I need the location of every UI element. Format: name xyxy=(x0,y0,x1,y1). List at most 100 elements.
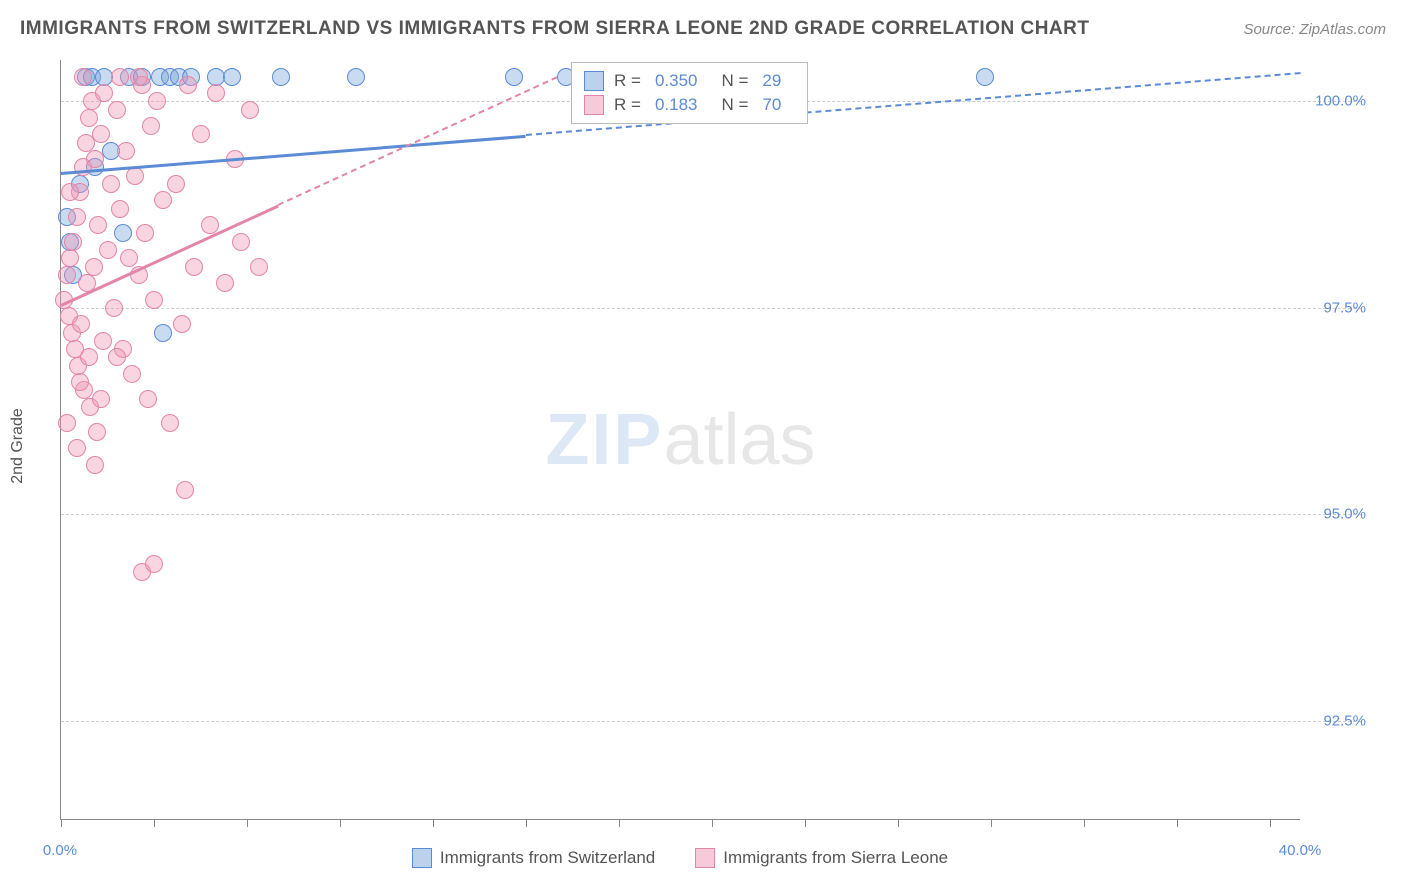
data-point xyxy=(58,266,76,284)
data-point xyxy=(86,150,104,168)
x-tick xyxy=(1084,819,1085,827)
x-tick xyxy=(898,819,899,827)
data-point xyxy=(232,233,250,251)
r-label: R = xyxy=(614,71,641,91)
x-tick xyxy=(805,819,806,827)
correlation-legend-row: R = 0.350N = 29 xyxy=(584,69,795,93)
data-point xyxy=(167,175,185,193)
x-tick xyxy=(247,819,248,827)
y-axis-label: 2nd Grade xyxy=(9,408,27,484)
series-legend: Immigrants from Switzerland Immigrants fr… xyxy=(60,848,1300,868)
gridline xyxy=(61,721,1361,722)
data-point xyxy=(111,68,129,86)
data-point xyxy=(74,68,92,86)
n-label: N = xyxy=(721,71,748,91)
data-point xyxy=(92,125,110,143)
data-point xyxy=(89,216,107,234)
data-point xyxy=(61,249,79,267)
series-legend-item: Immigrants from Sierra Leone xyxy=(695,848,948,868)
data-point xyxy=(80,348,98,366)
r-value: 0.350 xyxy=(655,71,698,91)
data-point xyxy=(123,365,141,383)
data-point xyxy=(61,183,79,201)
data-point xyxy=(94,332,112,350)
data-point xyxy=(92,390,110,408)
gridline xyxy=(61,308,1361,309)
plot-area: ZIPatlas 92.5%95.0%97.5%100.0%R = 0.350N… xyxy=(60,60,1300,820)
data-point xyxy=(216,274,234,292)
series-name: Immigrants from Sierra Leone xyxy=(723,848,948,868)
watermark-zip: ZIP xyxy=(545,400,663,480)
r-value: 0.183 xyxy=(655,95,698,115)
n-label: N = xyxy=(721,95,748,115)
legend-swatch xyxy=(695,848,715,868)
data-point xyxy=(88,423,106,441)
watermark-atlas: atlas xyxy=(663,400,815,480)
x-tick xyxy=(1177,819,1178,827)
data-point xyxy=(241,101,259,119)
data-point xyxy=(86,456,104,474)
r-label: R = xyxy=(614,95,641,115)
n-value: 70 xyxy=(762,95,781,115)
series-legend-item: Immigrants from Switzerland xyxy=(412,848,655,868)
x-tick xyxy=(526,819,527,827)
data-point xyxy=(207,84,225,102)
data-point xyxy=(117,142,135,160)
data-point xyxy=(130,68,148,86)
series-name: Immigrants from Switzerland xyxy=(440,848,655,868)
data-point xyxy=(64,233,82,251)
x-tick xyxy=(340,819,341,827)
x-tick xyxy=(1270,819,1271,827)
trendline-extrapolated xyxy=(278,77,558,207)
data-point xyxy=(95,84,113,102)
chart-title: IMMIGRANTS FROM SWITZERLAND VS IMMIGRANT… xyxy=(20,18,1089,40)
data-point xyxy=(250,258,268,276)
data-point xyxy=(142,117,160,135)
legend-swatch xyxy=(584,95,604,115)
chart-header: IMMIGRANTS FROM SWITZERLAND VS IMMIGRANT… xyxy=(20,18,1386,40)
data-point xyxy=(108,348,126,366)
data-point xyxy=(223,68,241,86)
data-point xyxy=(136,224,154,242)
data-point xyxy=(114,224,132,242)
data-point xyxy=(976,68,994,86)
data-point xyxy=(58,414,76,432)
data-point xyxy=(80,109,98,127)
x-tick xyxy=(433,819,434,827)
data-point xyxy=(120,249,138,267)
x-tick xyxy=(619,819,620,827)
data-point xyxy=(161,414,179,432)
data-point xyxy=(154,324,172,342)
data-point xyxy=(272,68,290,86)
data-point xyxy=(347,68,365,86)
data-point xyxy=(105,299,123,317)
gridline xyxy=(61,514,1361,515)
legend-swatch xyxy=(412,848,432,868)
data-point xyxy=(102,175,120,193)
data-point xyxy=(72,315,90,333)
correlation-legend: R = 0.350N = 29R = 0.183N = 70 xyxy=(571,62,808,124)
data-point xyxy=(111,200,129,218)
x-tick xyxy=(991,819,992,827)
source-attribution: Source: ZipAtlas.com xyxy=(1243,21,1386,38)
data-point xyxy=(139,390,157,408)
y-tick-label: 100.0% xyxy=(1306,93,1366,110)
data-point xyxy=(68,208,86,226)
data-point xyxy=(185,258,203,276)
data-point xyxy=(179,76,197,94)
data-point xyxy=(108,101,126,119)
y-tick-label: 92.5% xyxy=(1306,712,1366,729)
y-tick-label: 95.0% xyxy=(1306,506,1366,523)
data-point xyxy=(145,291,163,309)
data-point xyxy=(99,241,117,259)
data-point xyxy=(192,125,210,143)
data-point xyxy=(85,258,103,276)
data-point xyxy=(505,68,523,86)
x-tick xyxy=(712,819,713,827)
x-tick xyxy=(154,819,155,827)
data-point xyxy=(71,373,89,391)
y-tick-label: 97.5% xyxy=(1306,299,1366,316)
data-point xyxy=(154,191,172,209)
data-point xyxy=(176,481,194,499)
x-tick xyxy=(61,819,62,827)
